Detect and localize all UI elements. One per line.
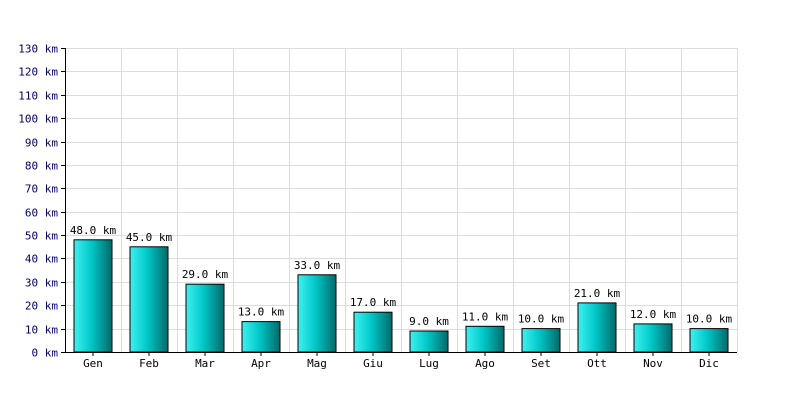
x-tick-label: Lug xyxy=(419,357,439,370)
data-label: 9.0 km xyxy=(409,315,449,328)
y-tick-label: 110 km xyxy=(18,90,58,103)
data-labels: 48.0 km 45.0 km 29.0 km 13.0 km 33.0 km 17.0 … xyxy=(70,224,733,328)
data-label: 29.0 km xyxy=(182,268,229,281)
x-tick-label: Mag xyxy=(307,357,327,370)
bar-mar xyxy=(185,283,225,353)
y-tick-label: 0 km xyxy=(32,347,59,360)
bar-gen xyxy=(73,239,113,353)
x-tick-label: Nov xyxy=(643,357,663,370)
data-label: 45.0 km xyxy=(126,231,173,244)
x-tick-label: Apr xyxy=(251,357,271,370)
data-label: 48.0 km xyxy=(70,224,117,237)
y-axis-ticks: 0 km 10 km 20 km 30 km 40 km 50 km 60 km 70 km 8… xyxy=(18,43,65,360)
bar-mag xyxy=(297,274,337,353)
data-label: 13.0 km xyxy=(238,306,285,319)
bar-feb xyxy=(129,246,169,353)
x-tick-label: Set xyxy=(531,357,551,370)
x-tick-label: Ago xyxy=(475,357,495,370)
y-tick-label: 10 km xyxy=(25,324,58,337)
bar-nov xyxy=(633,323,673,353)
bar-giu xyxy=(353,311,393,353)
data-label: 10.0 km xyxy=(686,313,733,326)
x-tick-label: Feb xyxy=(139,357,159,370)
bar-set xyxy=(521,328,561,353)
data-label: 21.0 km xyxy=(574,287,621,300)
y-tick-label: 80 km xyxy=(25,160,58,173)
y-tick-label: 90 km xyxy=(25,137,58,150)
x-axis-ticks: Gen Feb Mar Apr Mag Giu Lug Ago Set Ott Nov Dic xyxy=(83,352,719,370)
x-tick-label: Gen xyxy=(83,357,103,370)
y-tick-label: 100 km xyxy=(18,113,58,126)
x-tick-label: Ott xyxy=(587,357,607,370)
bar-ott xyxy=(577,302,617,353)
data-label: 10.0 km xyxy=(518,313,565,326)
data-label: 17.0 km xyxy=(350,296,397,309)
bar-apr xyxy=(241,321,281,353)
grid xyxy=(65,48,738,352)
y-tick-label: 50 km xyxy=(25,230,58,243)
bar-dic xyxy=(689,328,729,353)
x-tick-label: Giu xyxy=(363,357,383,370)
axes xyxy=(65,48,737,353)
y-tick-label: 130 km xyxy=(18,43,58,56)
y-tick-label: 30 km xyxy=(25,277,58,290)
data-label: 12.0 km xyxy=(630,308,677,321)
data-label: 11.0 km xyxy=(462,310,509,323)
x-tick-label: Mar xyxy=(195,357,215,370)
bars xyxy=(73,239,729,353)
bar-ago xyxy=(465,325,505,353)
y-tick-label: 70 km xyxy=(25,183,58,196)
bar-lug xyxy=(409,330,449,353)
y-tick-label: 120 km xyxy=(18,66,58,79)
y-tick-label: 40 km xyxy=(25,253,58,266)
y-tick-label: 60 km xyxy=(25,207,58,220)
data-label: 33.0 km xyxy=(294,259,341,272)
y-tick-label: 20 km xyxy=(25,300,58,313)
x-tick-label: Dic xyxy=(699,357,719,370)
